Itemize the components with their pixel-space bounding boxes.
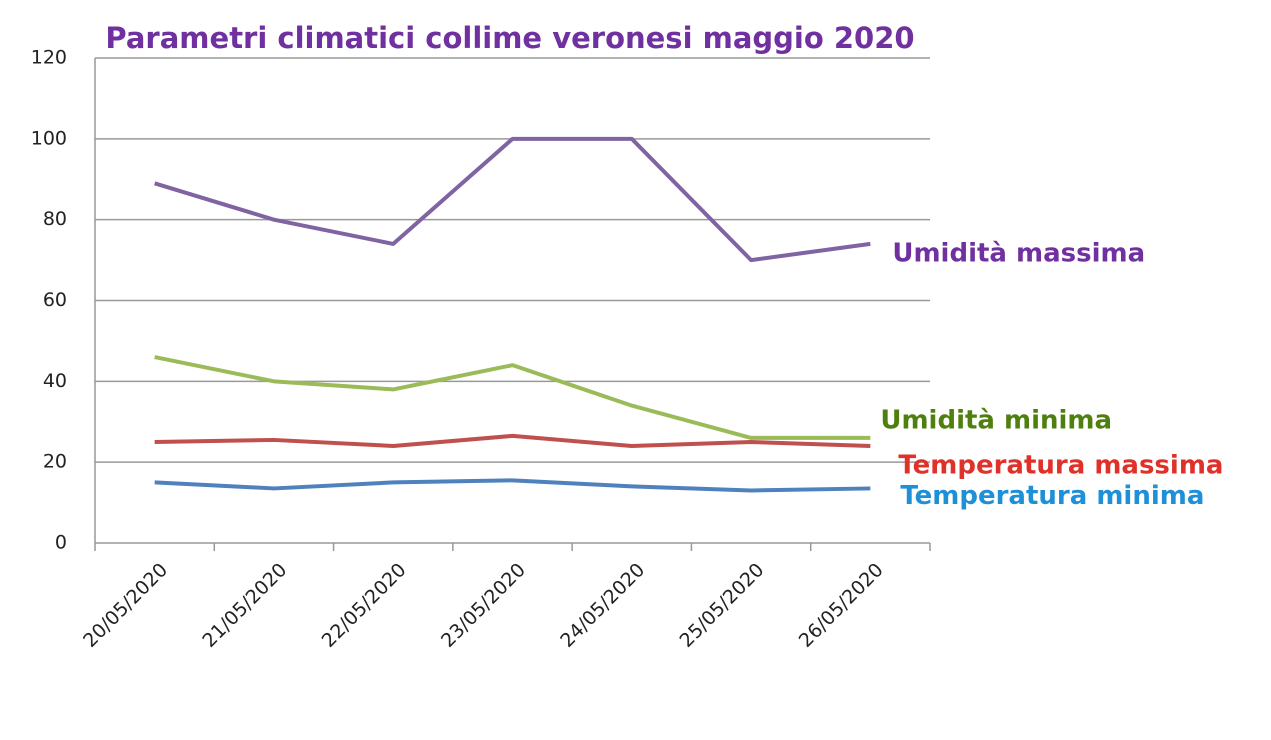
series-line bbox=[154, 478, 871, 493]
y-tick-label: 40 bbox=[43, 370, 67, 392]
chart-title: Parametri climatici collime veronesi mag… bbox=[105, 21, 914, 55]
y-tick-label: 0 bbox=[55, 532, 67, 554]
x-tick-label: 23/05/2020 bbox=[437, 559, 530, 652]
y-tick-label: 100 bbox=[31, 127, 67, 149]
x-tick-label: 24/05/2020 bbox=[556, 559, 649, 652]
x-tick-label: 21/05/2020 bbox=[198, 559, 291, 652]
series-line bbox=[154, 136, 871, 263]
x-tick-label: 22/05/2020 bbox=[318, 559, 411, 652]
x-tick-label: 20/05/2020 bbox=[79, 559, 172, 652]
series-label: Temperatura massima bbox=[898, 451, 1223, 481]
series-line bbox=[154, 355, 871, 440]
y-tick-label: 60 bbox=[43, 289, 67, 311]
x-tick-label: 25/05/2020 bbox=[676, 559, 769, 652]
series-line bbox=[154, 433, 871, 448]
series-label: Umidità minima bbox=[880, 405, 1112, 435]
series-label: Umidità massima bbox=[892, 238, 1145, 268]
x-tick-label: 26/05/2020 bbox=[795, 559, 888, 652]
y-tick-label: 80 bbox=[43, 208, 67, 230]
y-tick-label: 120 bbox=[31, 47, 67, 69]
y-tick-label: 20 bbox=[43, 451, 67, 473]
series-label: Temperatura minima bbox=[900, 481, 1204, 511]
